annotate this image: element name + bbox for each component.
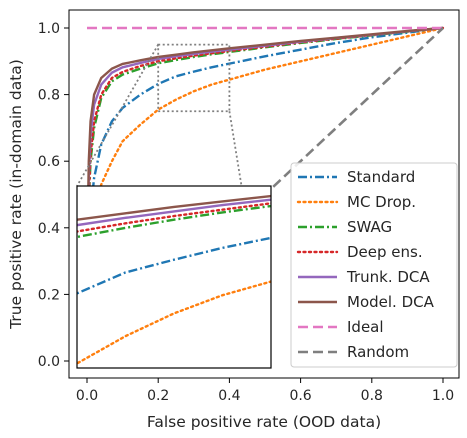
x-tick-label: 0.4 xyxy=(218,388,240,404)
plot-frame xyxy=(68,9,460,379)
zoom-region-box xyxy=(157,43,231,113)
inset-line-mc-drop xyxy=(77,280,271,366)
y-tick-label: 0.4 xyxy=(38,221,60,237)
y-tick-label: 0.8 xyxy=(38,88,60,104)
inset-line-model-dca xyxy=(77,194,271,221)
y-tick-label: 0.2 xyxy=(38,287,60,303)
x-tick-label: 0.2 xyxy=(147,388,169,404)
inset-line-swag xyxy=(77,204,271,239)
x-axis-label: False positive rate (OOD data) xyxy=(147,413,381,431)
legend-label-mc-drop: MC Drop. xyxy=(347,193,416,211)
y-tick-label: 0.6 xyxy=(38,154,60,170)
y-tick-label: 1.0 xyxy=(38,21,60,37)
x-tick-label: 0.8 xyxy=(361,388,383,404)
inset-line-trunk-dca xyxy=(77,198,271,227)
inset-frame xyxy=(76,185,272,369)
inset-background xyxy=(77,186,271,368)
zoom-connector-left xyxy=(76,44,159,187)
legend-label-ideal: Ideal xyxy=(347,318,384,336)
y-axis-ticks: 0.0 0.2 0.4 0.6 0.8 1.0 xyxy=(38,21,69,370)
x-tick-label: 0.0 xyxy=(76,388,98,404)
legend-box xyxy=(290,162,458,368)
x-tick-label: 0.6 xyxy=(289,388,311,404)
legend-label-trunk-dca: Trunk. DCA xyxy=(346,268,430,286)
line-deep-ens xyxy=(85,26,445,363)
y-axis-label: True positive rate (in-domain data) xyxy=(7,59,25,330)
legend-label-deep-ens: Deep ens. xyxy=(347,243,423,261)
inset-line-standard xyxy=(77,236,271,295)
legend-label-random: Random xyxy=(347,343,409,361)
x-axis-ticks: 0.0 0.2 0.4 0.6 0.8 1.0 xyxy=(76,378,454,404)
line-model-dca xyxy=(85,26,444,362)
legend: Standard MC Drop. SWAG Deep ens. Trunk. DCA M… xyxy=(290,162,458,368)
legend-label-model-dca: Model. DCA xyxy=(347,293,435,311)
x-tick-label: 1.0 xyxy=(432,388,454,404)
y-tick-label: 0.0 xyxy=(38,354,60,370)
legend-label-standard: Standard xyxy=(347,168,415,186)
legend-label-swag: SWAG xyxy=(347,218,392,236)
inset-plot-lines xyxy=(77,194,271,366)
